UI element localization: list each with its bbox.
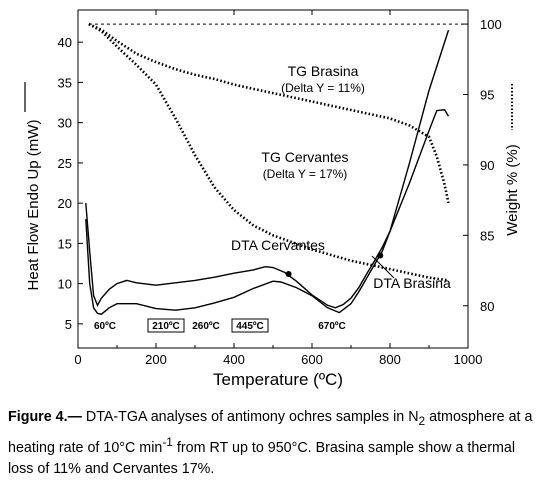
y-right-axis-label: Weight % (%)	[504, 144, 521, 235]
x-tick-label: 800	[379, 352, 401, 367]
series-line-tg-brasina	[88, 22, 450, 204]
tg-cervantes-delta: (Delta Y = 17%)	[263, 167, 348, 181]
y-left-tick-label: 40	[58, 35, 72, 50]
y-left-axis-label: Heat Flow Endo Up (mW)	[25, 120, 42, 291]
marker-dta-brasina	[377, 252, 384, 259]
series-line-dta-cervantes	[85, 109, 450, 309]
y-left-tick-label: 5	[65, 317, 72, 332]
temp-label-60: 60ºC	[94, 321, 116, 332]
y-left-tick-label: 25	[58, 156, 72, 171]
y-right-tick-label: 80	[480, 299, 494, 314]
tg-cervantes-label: TG Cervantes	[261, 149, 348, 165]
dta-brasina-label: DTA Brasina	[373, 275, 451, 291]
temp-box-445	[231, 318, 269, 333]
temp-box-210	[147, 318, 185, 333]
x-tick-label: 400	[223, 352, 245, 367]
caption-label: Figure 4.—	[8, 409, 82, 425]
temp-label-445: 445ºC	[236, 321, 264, 332]
dta-tga-chart: 0 200 400 600 800 1000 5 10 15 20 25 30 35 40 80 85 90 95…	[24, 9, 521, 389]
x-tick-label: 200	[145, 352, 167, 367]
caption-text-1: DTA-TGA analyses of antimony ochres samp…	[81, 409, 419, 425]
y-left-tick-label: 10	[58, 277, 72, 292]
y-right-tick-label: 95	[480, 88, 494, 103]
temp-label-210: 210ºC	[152, 321, 180, 332]
caption-superscript: -1	[162, 434, 173, 449]
caption-text-2: atmosphere at a heating rate of 10°C min	[8, 409, 533, 456]
dta-brasina-pointer	[371, 255, 395, 279]
series-line-tg-cervantes	[88, 22, 449, 282]
temp-label-260: 260ºC	[192, 321, 220, 332]
y-right-tick-label: 90	[480, 158, 494, 173]
caption-text-3: from RT up to 950°C. Brasina sample show…	[8, 439, 516, 477]
y-right-tick-label: 100	[480, 17, 502, 32]
x-axis-label: Temperature (ºC)	[213, 370, 343, 389]
y-left-tick-label: 15	[58, 236, 72, 251]
x-tick-label: 0	[74, 352, 81, 367]
marker-dta-cervantes	[285, 270, 292, 277]
tg-brasina-delta: (Delta Y = 11%)	[281, 81, 365, 95]
y-left-tick-label: 35	[58, 75, 72, 90]
dta-cervantes-label: DTA Cervantes	[231, 237, 325, 253]
caption-subscript: 2	[418, 413, 426, 428]
y-left-tick-label: 20	[58, 196, 72, 211]
y-left-tick-label: 30	[58, 116, 72, 131]
figure-caption: Figure 4.— DTA-TGA analyses of antimony …	[8, 407, 536, 480]
y-right-tick-label: 85	[480, 228, 494, 243]
x-tick-label: 1000	[454, 352, 483, 367]
tg-brasina-label: TG Brasina	[288, 63, 359, 79]
series-line-dta-brasina	[85, 29, 450, 315]
x-tick-label: 600	[301, 352, 323, 367]
temp-label-670: 670ºC	[318, 321, 346, 332]
